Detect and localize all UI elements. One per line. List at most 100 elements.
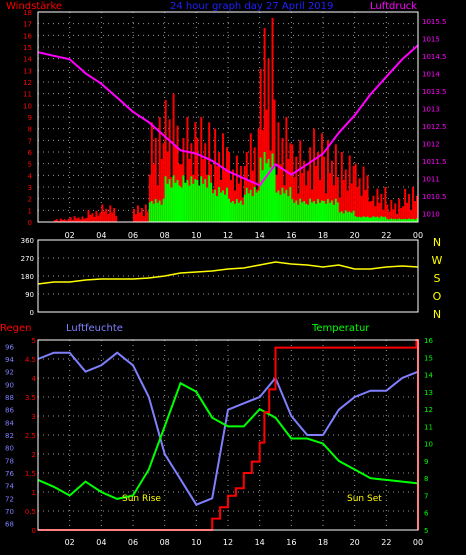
humidity-tick-label: 92 (5, 369, 14, 377)
gust-bar (154, 138, 157, 222)
humidity-tick-label: 88 (5, 394, 14, 402)
direction-tick-label: 0 (30, 309, 34, 317)
mean-wind-bar (273, 164, 276, 222)
gust-bar (61, 219, 64, 222)
gust-bar (226, 147, 228, 222)
mean-wind-bar (285, 189, 288, 222)
gust-bar (81, 216, 84, 222)
mean-wind-bar (269, 167, 272, 222)
gust-bar (109, 205, 112, 222)
gust-bar (77, 217, 80, 222)
rain-tick-label: 4.5 (25, 356, 36, 364)
gust-bar (281, 138, 284, 222)
gust-bar (303, 160, 306, 222)
compass-label: O (433, 290, 442, 303)
gust-bar (229, 180, 232, 222)
mean-wind-bar (354, 216, 357, 222)
gust-bar (162, 143, 165, 222)
mean-wind-bar (192, 183, 195, 222)
mean-wind-bar (198, 185, 201, 222)
x-tick-label: 18 (318, 231, 328, 240)
sunrise-annotation: Sun Rise (122, 494, 161, 504)
wind-tick-label: 9 (28, 114, 32, 122)
mean-wind-bar (214, 189, 217, 222)
rain-tick-label: 4 (32, 375, 37, 383)
gust-bar (65, 220, 68, 222)
direction-tick-label: 270 (21, 255, 34, 263)
temperature-tick-label: 14 (424, 372, 433, 380)
mean-wind-bar (317, 199, 320, 222)
temperature-tick-label: 12 (424, 406, 433, 414)
gust-bar (105, 208, 108, 222)
rain-tick-label: 0 (32, 527, 36, 535)
gust-bar (79, 219, 82, 222)
mean-wind-bar (162, 198, 165, 222)
gust-bar (239, 166, 242, 222)
direction-line (37, 261, 419, 285)
rain-tick-label: 2.5 (25, 432, 36, 440)
x-tick-label: 08 (160, 538, 170, 547)
mean-wind-bar (257, 190, 260, 222)
gust-bar (142, 215, 145, 222)
gust-bar (328, 173, 331, 222)
x-tick-label: 16 (286, 231, 296, 240)
gust-bar (263, 28, 266, 222)
wind-tick-label: 0 (28, 219, 32, 227)
gust-bar (336, 177, 339, 222)
gust-bar (364, 189, 367, 222)
gust-bar (93, 216, 96, 222)
x-tick-label: 04 (96, 538, 106, 547)
gust-bar (222, 133, 225, 222)
mean-wind-bar (212, 193, 215, 222)
gust-bar (144, 204, 147, 222)
mean-wind-bar (382, 217, 385, 222)
rhT-ticks: 00.511.522.533.544.556870727476788082848… (5, 337, 433, 547)
mean-wind-bar (166, 183, 169, 222)
gust-bar (354, 163, 357, 222)
gust-bar (358, 178, 361, 222)
rain-tick-label: 1.5 (25, 470, 36, 478)
mean-wind-bar (148, 202, 151, 222)
x-tick-label: 06 (128, 538, 138, 547)
gust-bar (295, 156, 298, 222)
pressure-line (37, 44, 419, 187)
mean-wind-bar (178, 185, 181, 222)
mean-wind-bar (340, 211, 343, 222)
gust-bar (57, 220, 60, 222)
mean-wind-bar (263, 152, 266, 222)
temperature-tick-label: 10 (424, 441, 433, 449)
gust-bar (305, 185, 308, 222)
mean-wind-bar (370, 217, 373, 222)
x-tick-label: 02 (65, 538, 75, 547)
temperature-line (37, 381, 419, 500)
rain-tick-label: 5 (32, 337, 36, 345)
gust-bar (71, 219, 74, 222)
wind-axis-title: Windstärke (6, 1, 62, 12)
humidity-tick-label: 94 (5, 356, 14, 364)
mean-wind-bar (299, 198, 302, 222)
wind-marks (37, 17, 419, 223)
wind-tick-label: 4 (28, 172, 33, 180)
gust-bar (200, 117, 203, 222)
gust-bar (408, 194, 411, 222)
temperature-tick-label: 11 (424, 423, 433, 431)
compass-label: N (433, 308, 441, 321)
humidity-tick-label: 82 (5, 432, 14, 440)
x-tick-label: 12 (223, 538, 233, 547)
mean-wind-bar (305, 203, 308, 222)
mean-wind-bar (281, 187, 284, 222)
rain-tick-label: 1 (32, 489, 36, 497)
rain-tick-label: 3.5 (25, 394, 36, 402)
mean-wind-bar (229, 202, 232, 222)
gust-bar (321, 133, 323, 222)
gust-bar (152, 164, 155, 222)
gust-bar (168, 119, 171, 222)
mean-wind-bar (160, 204, 163, 222)
mean-wind-bar (190, 176, 193, 222)
mean-wind-bar (297, 204, 300, 222)
wind-tick-label: 10 (23, 102, 32, 110)
humidity-tick-label: 74 (5, 483, 14, 491)
gust-bar (342, 180, 345, 222)
